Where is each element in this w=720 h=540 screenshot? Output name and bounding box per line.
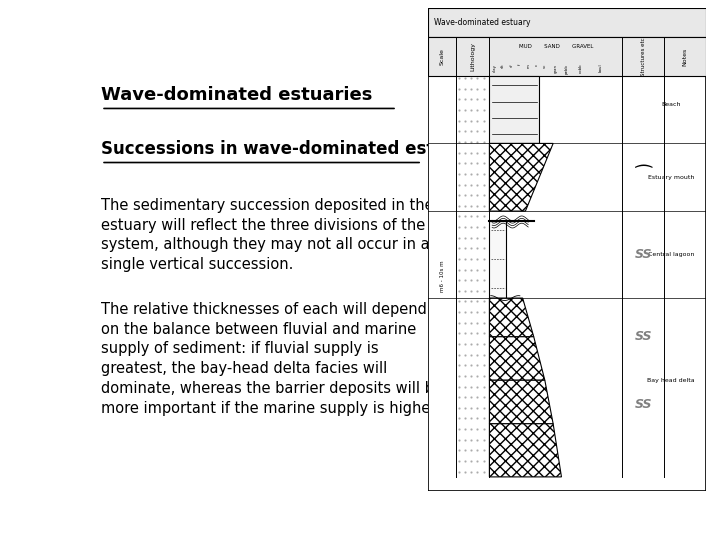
Text: Notes: Notes — [683, 48, 688, 65]
Text: Estuary mouth: Estuary mouth — [648, 175, 694, 180]
Bar — [428, 37, 706, 76]
Text: SS: SS — [634, 248, 652, 261]
Text: The sedimentary succession deposited in the
estuary will reflect the three divis: The sedimentary succession deposited in … — [101, 198, 433, 272]
FancyBboxPatch shape — [428, 8, 706, 491]
Text: A graphic sedimentary log of wave-
dominated estuary deposits.: A graphic sedimentary log of wave- domin… — [441, 449, 665, 480]
Text: Bay head delta: Bay head delta — [647, 378, 695, 383]
Text: clay: clay — [493, 64, 497, 72]
Text: c: c — [534, 64, 539, 66]
Text: m: m — [526, 64, 530, 68]
Text: pebb: pebb — [565, 64, 569, 73]
Text: Beach: Beach — [661, 102, 680, 107]
Text: cobb: cobb — [579, 64, 583, 73]
Text: Central lagoon: Central lagoon — [648, 252, 694, 257]
Text: Scale: Scale — [440, 48, 445, 65]
Text: The relative thicknesses of each will depend
on the balance between fluvial and : The relative thicknesses of each will de… — [101, 302, 443, 416]
Text: Wave-dominated estuary: Wave-dominated estuary — [434, 18, 531, 27]
Polygon shape — [490, 144, 553, 211]
Text: Successions in wave-dominated estuaries: Successions in wave-dominated estuaries — [101, 140, 492, 158]
Text: boul: boul — [598, 64, 602, 72]
Text: Lithology: Lithology — [470, 42, 475, 71]
Text: MUD       SAND       GRAVEL: MUD SAND GRAVEL — [518, 44, 593, 49]
Text: f: f — [518, 64, 522, 65]
Bar — [428, 8, 706, 37]
Text: ⁀: ⁀ — [636, 168, 651, 187]
Polygon shape — [490, 298, 534, 337]
Text: m6 - 10s m: m6 - 10s m — [440, 260, 445, 292]
Text: vc: vc — [543, 64, 546, 68]
Text: Wave-dominated estuaries: Wave-dominated estuaries — [101, 85, 372, 104]
Text: slt: slt — [501, 64, 505, 68]
Text: vf: vf — [510, 64, 513, 68]
Text: SS: SS — [634, 330, 652, 343]
Polygon shape — [490, 76, 539, 144]
Polygon shape — [490, 380, 553, 424]
Text: SS: SS — [634, 398, 652, 411]
Text: Structures etc: Structures etc — [641, 37, 646, 76]
Polygon shape — [490, 337, 545, 380]
Polygon shape — [490, 424, 562, 477]
Polygon shape — [490, 221, 506, 298]
Text: gran: gran — [554, 64, 558, 73]
